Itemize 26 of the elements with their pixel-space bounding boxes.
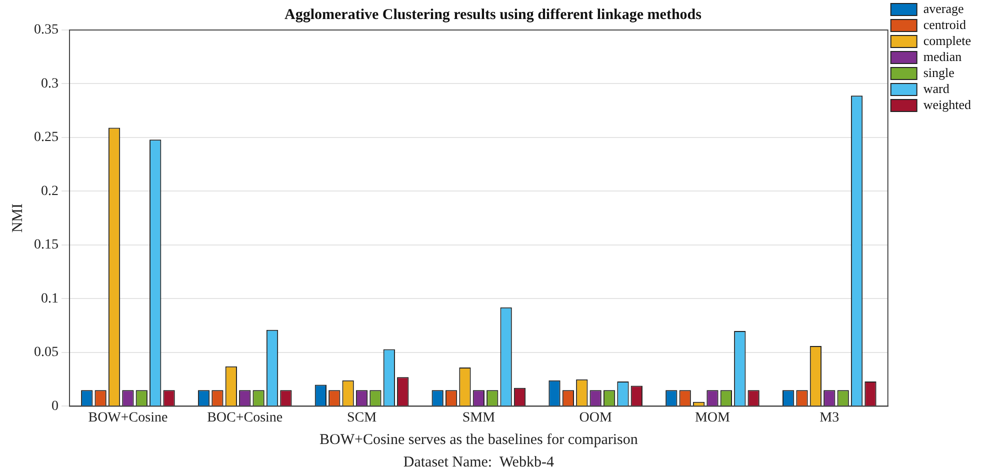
- x-tick-label: MOM: [694, 410, 731, 426]
- y-tick-label: 0.1: [41, 291, 58, 306]
- x-tick-label: OOM: [579, 410, 612, 426]
- legend-label: average: [923, 0, 964, 16]
- legend-label: weighted: [923, 96, 972, 112]
- legend-label: complete: [923, 32, 972, 48]
- legend-label: single: [923, 64, 955, 80]
- legend-label: median: [923, 48, 962, 64]
- y-tick-label: 0: [52, 398, 58, 414]
- y-tick-label: 0.25: [34, 130, 58, 146]
- text: Dataset Name: Webkb-4: [403, 454, 554, 470]
- y-tick-label: 0.15: [34, 238, 58, 253]
- y-tick-label: 0.2: [41, 184, 58, 199]
- x-tick-label: SMM: [462, 410, 496, 426]
- x-tick-label: BOW+Cosine: [88, 410, 168, 426]
- legend-label: centroid: [923, 16, 966, 32]
- x-tick-label: SCM: [346, 410, 378, 426]
- legend-label: ward: [923, 80, 950, 96]
- x-tick-label: BOC+Cosine: [207, 410, 283, 426]
- x-tick-label: M3: [820, 410, 840, 426]
- y-tick-label: 0.3: [41, 76, 58, 92]
- y-tick-label: 0.35: [34, 22, 58, 38]
- y-tick-label: 0.05: [34, 345, 58, 360]
- y-axis-title: NMI: [10, 204, 26, 233]
- x-axis-title: BOW+Cosine serves as the baselines for comparison: [319, 432, 638, 448]
- chart-title: Agglomerative Clustering results using different linkage methods: [284, 6, 702, 23]
